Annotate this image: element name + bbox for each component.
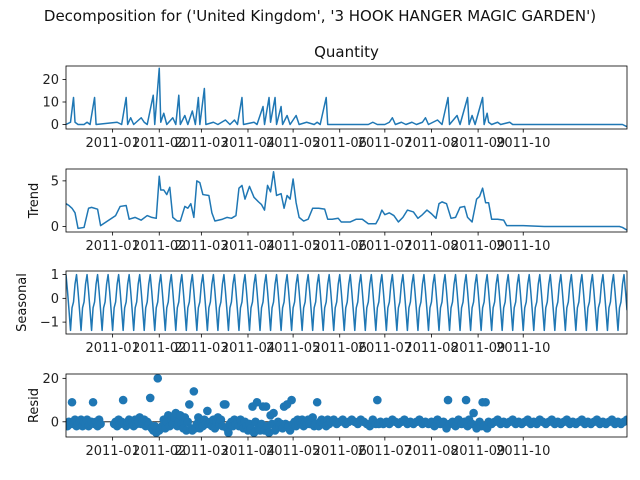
resid-ytick-label: 0: [51, 415, 59, 430]
resid-xtick-label: 2011-02: [132, 444, 186, 459]
quantity-ytick-label: 10: [42, 96, 59, 111]
seasonal-ytick-label: 0: [51, 292, 59, 307]
resid-point: [312, 397, 322, 407]
resid-point: [153, 374, 163, 383]
resid-panel: 0202011-012011-022011-032011-042011-0520…: [27, 372, 628, 459]
trend-xtick-label: 2011-06: [313, 239, 367, 254]
resid-point: [269, 408, 278, 418]
resid-point: [88, 397, 98, 407]
quantity-panel: 0 10 20 2011-012011-022011-032011-042011-05…: [42, 43, 628, 151]
seasonal-panel: −1012011-012011-022011-032011-042011-052…: [15, 268, 628, 356]
quantity-xtick-label: 2011-01: [85, 136, 139, 151]
resid-point: [261, 402, 271, 411]
resid-point: [183, 417, 193, 427]
quantity-xtick-label: 2011-08: [404, 136, 458, 151]
resid-point: [287, 395, 296, 405]
resid-point: [285, 426, 295, 435]
resid-xtick-label: 2011-05: [266, 444, 320, 459]
quantity-series-line: [66, 67, 627, 128]
resid-point: [203, 406, 212, 416]
seasonal-xtick-label: 2011-02: [132, 341, 186, 356]
quantity-axes-frame: [65, 65, 628, 130]
trend-xtick-label: 2011-03: [174, 239, 228, 254]
trend-axes-frame: [65, 168, 628, 233]
resid-point: [185, 400, 194, 409]
resid-axes-frame: [65, 373, 628, 438]
seasonal-ylabel: Seasonal: [15, 273, 30, 332]
seasonal-xtick-label: 2011-07: [358, 341, 412, 356]
resid-point: [221, 400, 230, 409]
quantity-xtick-label: 2011-10: [496, 136, 550, 151]
quantity-xtick-label: 2011-04: [221, 136, 275, 151]
quantity-xtick-label: 2011-06: [313, 136, 367, 151]
trend-xtick-label: 2011-10: [496, 239, 550, 254]
seasonal-xtick-label: 2011-08: [404, 341, 458, 356]
quantity-xtick-label: 2011-05: [266, 136, 320, 151]
resid-point: [443, 395, 453, 405]
resid-xtick-label: 2011-04: [221, 444, 275, 459]
trend-xtick-label: 2011-05: [266, 239, 320, 254]
trend-panel: 052011-012011-022011-032011-042011-05201…: [27, 168, 628, 254]
trend-series-line: [66, 170, 627, 231]
resid-point: [189, 387, 199, 396]
quantity-ytick-label: 0: [51, 118, 59, 133]
resid-point: [481, 397, 490, 407]
seasonal-xtick-label: 2011-01: [85, 341, 139, 356]
figure-suptitle: Decomposition for ('United Kingdom', '3 …: [44, 7, 596, 25]
quantity-xtick-label: 2011-09: [451, 136, 505, 151]
trend-series-group: [66, 170, 627, 231]
seasonal-series-group: [66, 273, 627, 332]
seasonal-series-line: [66, 273, 627, 332]
quantity-ytick-label: 20: [42, 73, 59, 88]
trend-xtick-label: 2011-04: [221, 239, 275, 254]
resid-xtick-label: 2011-06: [313, 444, 367, 459]
quantity-xtick-label: 2011-03: [174, 136, 228, 151]
resid-xtick-label: 2011-01: [85, 444, 139, 459]
seasonal-xtick-label: 2011-04: [221, 341, 275, 356]
resid-point: [308, 413, 317, 422]
seasonal-xtick-label: 2011-10: [496, 341, 550, 356]
quantity-title: Quantity: [314, 43, 379, 61]
resid-xtick-label: 2011-10: [496, 444, 550, 459]
trend-xtick-label: 2011-09: [451, 239, 505, 254]
resid-point: [373, 395, 382, 405]
trend-ytick-label: 5: [51, 174, 59, 189]
trend-xtick-label: 2011-01: [85, 239, 139, 254]
quantity-xtick-label: 2011-07: [358, 136, 412, 151]
resid-point: [224, 428, 233, 437]
resid-point: [461, 395, 471, 405]
resid-point: [145, 393, 155, 403]
resid-point: [622, 415, 627, 424]
seasonal-xtick-label: 2011-05: [266, 341, 320, 356]
seasonal-xtick-label: 2011-06: [313, 341, 367, 356]
resid-xtick-label: 2011-08: [404, 444, 458, 459]
quantity-xtick-label: 2011-02: [132, 136, 186, 151]
seasonal-xtick-label: 2011-09: [451, 341, 505, 356]
quantity-series-group: [66, 67, 627, 128]
trend-ytick-label: 0: [51, 220, 59, 235]
seasonal-ytick-label: −1: [40, 316, 59, 331]
resid-ylabel: Resid: [27, 388, 42, 423]
trend-ylabel: Trend: [27, 183, 42, 220]
trend-xtick-label: 2011-07: [358, 239, 412, 254]
resid-xtick-label: 2011-07: [358, 444, 412, 459]
resid-point: [469, 408, 478, 418]
resid-xtick-label: 2011-09: [451, 444, 505, 459]
resid-point: [216, 415, 226, 424]
seasonal-ytick-label: 1: [51, 268, 59, 283]
resid-point: [67, 397, 77, 407]
resid-ytick-label: 20: [42, 372, 59, 387]
resid-point: [252, 397, 262, 407]
seasonal-axes-frame: [65, 270, 628, 335]
resid-xtick-label: 2011-03: [174, 444, 228, 459]
resid-point: [96, 419, 105, 429]
trend-xtick-label: 2011-08: [404, 239, 458, 254]
trend-xtick-label: 2011-02: [132, 239, 186, 254]
resid-point: [118, 395, 128, 405]
resid-series-group: [66, 374, 627, 437]
seasonal-xtick-label: 2011-03: [174, 341, 228, 356]
